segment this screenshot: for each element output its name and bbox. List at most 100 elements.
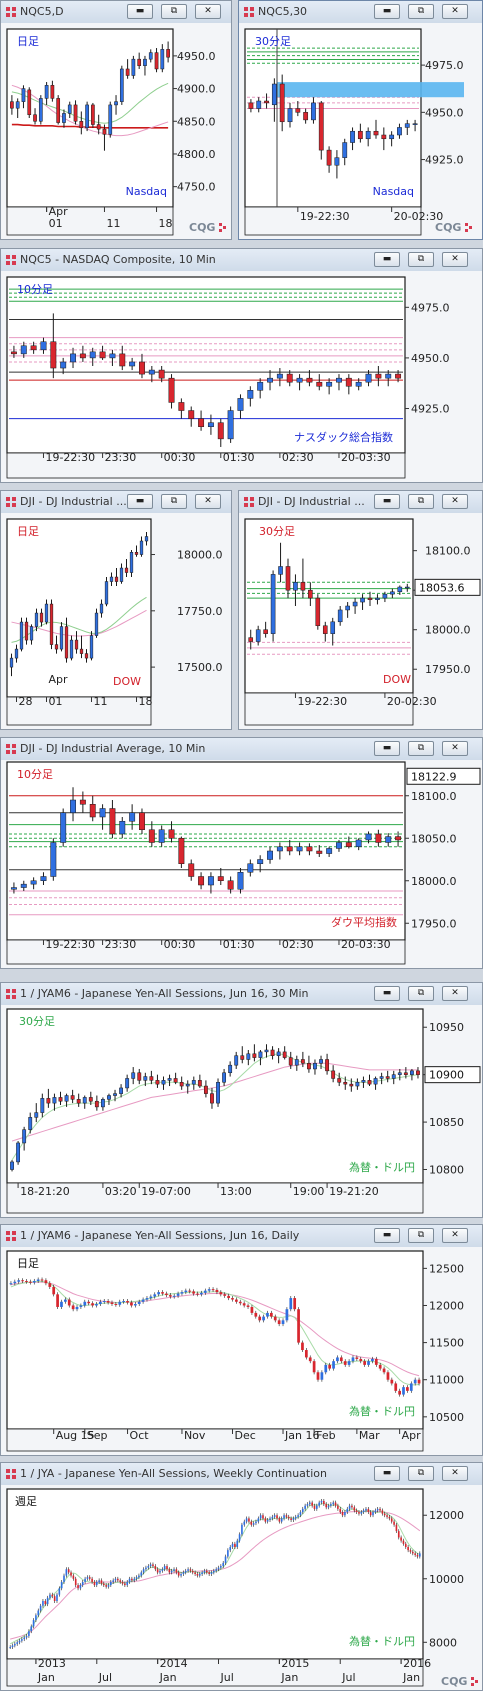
- candle: [300, 582, 306, 591]
- cqg-logo-mark: [465, 229, 468, 232]
- chart-window-nqc5-30min[interactable]: NQC5,30 ▬ ⧉ ✕ 4925.0 4950.0 4975.0 19-22:30…: [238, 0, 483, 240]
- candle: [255, 629, 261, 642]
- close-button[interactable]: ✕: [442, 986, 468, 1001]
- candle: [237, 872, 244, 890]
- price-chart[interactable]: 4925.0 4950.0 4975.0 19-22:30 20-02:30 30分足 Na…: [239, 23, 482, 239]
- close-button[interactable]: ✕: [442, 1228, 468, 1243]
- minimize-button[interactable]: ▬: [374, 986, 400, 1001]
- candle: [345, 605, 350, 611]
- price-chart[interactable]: 17950.0 18000.0 18050.0 18100.0 18122.9 19-22…: [1, 760, 482, 968]
- window-titlebar[interactable]: NQC5,D ▬ ⧉ ✕: [1, 1, 231, 24]
- minimize-button[interactable]: ▬: [374, 741, 400, 756]
- minimize-button[interactable]: ▬: [374, 252, 400, 267]
- candle: [382, 593, 388, 599]
- candle: [91, 1578, 93, 1582]
- window-titlebar[interactable]: DJI - DJ Industrial ... ▬ ⧉ ✕: [1, 491, 231, 514]
- restore-button[interactable]: ⧉: [161, 494, 187, 509]
- candle: [96, 124, 101, 130]
- price-chart[interactable]: 4925.0 4950.0 4975.0 19-22:30 23:30 00:30 01:3…: [1, 271, 482, 482]
- close-button[interactable]: ✕: [442, 741, 468, 756]
- candle: [144, 536, 149, 542]
- restore-button[interactable]: ⧉: [408, 1466, 434, 1481]
- window-titlebar[interactable]: DJI - DJ Industrial ... ▬ ⧉ ✕: [239, 491, 482, 514]
- close-button[interactable]: ✕: [442, 252, 468, 267]
- cqg-app-icon: [244, 7, 254, 17]
- window-titlebar[interactable]: 1 / JYAM6 - Japanese Yen-All Sessions, J…: [1, 1225, 482, 1248]
- chart-window-jyam6-30min[interactable]: 1 / JYAM6 - Japanese Yen-All Sessions, J…: [0, 982, 483, 1218]
- candle: [372, 1512, 374, 1516]
- window-titlebar[interactable]: NQC5,30 ▬ ⧉ ✕: [239, 1, 482, 24]
- candle: [337, 609, 343, 623]
- x-tick-label: 19-21:20: [329, 1185, 379, 1198]
- cqg-logo: CQG: [441, 1675, 467, 1688]
- chart-window-nqc5-daily[interactable]: NQC5,D ▬ ⧉ ✕ 4750.0 4800.0 4850.0 4900.0 495…: [0, 0, 232, 240]
- minimize-button[interactable]: ▬: [374, 1466, 400, 1481]
- time-axis-strip: [6, 206, 174, 236]
- y-tick-label: 4950.0: [411, 352, 450, 365]
- candle: [287, 108, 293, 123]
- candle: [400, 1537, 402, 1541]
- candle: [94, 1100, 99, 1108]
- window-titlebar[interactable]: 1 / JYA - Japanese Yen-All Sessions, Wee…: [1, 1463, 482, 1486]
- close-button[interactable]: ✕: [195, 494, 221, 509]
- chart-window-jya-weekly[interactable]: 1 / JYA - Japanese Yen-All Sessions, Wee…: [0, 1462, 483, 1691]
- close-button[interactable]: ✕: [442, 4, 468, 19]
- minimize-button[interactable]: ▬: [374, 1228, 400, 1243]
- candle: [365, 373, 372, 383]
- candle: [64, 1095, 69, 1102]
- close-button[interactable]: ✕: [195, 4, 221, 19]
- candle: [44, 603, 49, 623]
- candle: [349, 1083, 354, 1087]
- minimize-button[interactable]: ▬: [127, 494, 153, 509]
- candle: [398, 1390, 401, 1395]
- y-tick-label: 4950.0: [177, 50, 216, 63]
- candle: [347, 1361, 351, 1365]
- restore-button[interactable]: ⧉: [408, 741, 434, 756]
- price-chart[interactable]: 17950.018000.018050.018100.018053.619-22…: [239, 513, 482, 729]
- chart-window-dji-daily[interactable]: DJI - DJ Industrial ... ▬ ⧉ ✕ 17500.0 177…: [0, 490, 232, 730]
- window-titlebar[interactable]: NQC5 - NASDAQ Composite, 10 Min ▬ ⧉ ✕: [1, 249, 482, 272]
- candle: [259, 1515, 262, 1519]
- chart-window-dji-10min[interactable]: DJI - DJ Industrial Average, 10 Min ▬ ⧉ …: [0, 737, 483, 969]
- x-tick-label: 28: [19, 695, 33, 708]
- restore-button[interactable]: ⧉: [408, 1228, 434, 1243]
- candle: [336, 842, 342, 849]
- x-tick-label: Jan: [402, 1671, 420, 1684]
- price-chart[interactable]: 17500.0 17750.0 18000.0 28 Apr 01 11 18 日足 DOW: [1, 513, 231, 729]
- price-chart[interactable]: 108001085010900109501090018-21:2003:2019…: [1, 1005, 482, 1217]
- chart-window-jyam6-daily[interactable]: 1 / JYAM6 - Japanese Yen-All Sessions, J…: [0, 1224, 483, 1456]
- candle: [39, 1605, 42, 1611]
- chart-window-nqc5-10min[interactable]: NQC5 - NASDAQ Composite, 10 Min ▬ ⧉ ✕ 49…: [0, 248, 483, 483]
- candle: [222, 1562, 225, 1567]
- restore-button[interactable]: ⧉: [408, 986, 434, 1001]
- candle: [369, 1512, 372, 1516]
- restore-button[interactable]: ⧉: [408, 494, 434, 509]
- candle: [22, 1129, 27, 1144]
- moving-average-line: [11, 123, 169, 129]
- close-button[interactable]: ✕: [442, 1466, 468, 1481]
- restore-button[interactable]: ⧉: [408, 4, 434, 19]
- restore-icon: ⧉: [417, 254, 425, 264]
- candle: [30, 880, 37, 885]
- minimize-button[interactable]: ▬: [374, 494, 400, 509]
- candle: [278, 566, 283, 575]
- candle: [62, 113, 66, 123]
- candle: [74, 1578, 77, 1586]
- close-button[interactable]: ✕: [442, 494, 468, 509]
- candle: [301, 1508, 304, 1513]
- candle: [9, 1647, 11, 1649]
- minimize-button[interactable]: ▬: [127, 4, 153, 19]
- restore-button[interactable]: ⧉: [161, 4, 187, 19]
- window-titlebar[interactable]: 1 / JYAM6 - Japanese Yen-All Sessions, J…: [1, 983, 482, 1006]
- minimize-button[interactable]: ▬: [374, 4, 400, 19]
- candle: [163, 1566, 166, 1570]
- chart-window-dji-30min[interactable]: DJI - DJ Industrial ... ▬ ⧉ ✕ 17950.0 180…: [238, 490, 483, 730]
- window-titlebar[interactable]: DJI - DJ Industrial Average, 10 Min ▬ ⧉ …: [1, 738, 482, 761]
- candle: [383, 1513, 386, 1516]
- restore-button[interactable]: ⧉: [408, 252, 434, 267]
- candle: [355, 1081, 360, 1087]
- restore-icon: ⧉: [170, 496, 178, 506]
